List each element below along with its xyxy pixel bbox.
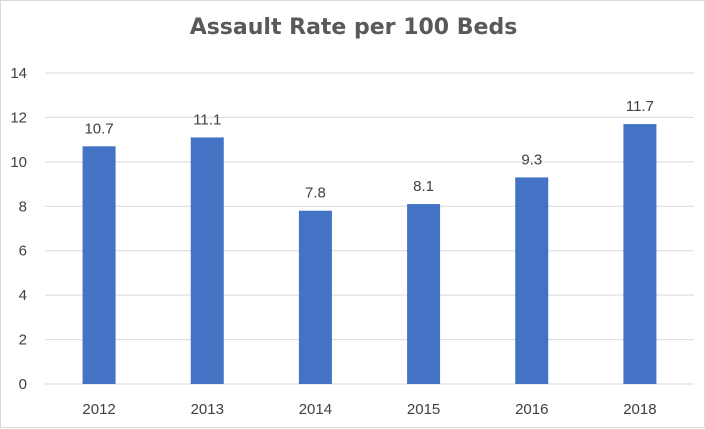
gridlines <box>45 72 694 385</box>
x-tick-label: 2018 <box>623 401 656 418</box>
y-axis-ticks: 0 2 4 6 8 10 12 14 <box>10 65 27 393</box>
data-label: 8.1 <box>413 178 434 195</box>
y-tick-label: 12 <box>10 109 27 126</box>
bar <box>82 146 116 384</box>
chart-title: Assault Rate per 100 Beds <box>189 15 518 40</box>
data-label: 9.3 <box>521 151 542 168</box>
y-tick-label: 14 <box>10 65 27 82</box>
bar <box>623 124 657 384</box>
bar <box>407 204 441 384</box>
y-tick-label: 10 <box>10 154 27 171</box>
bar <box>190 137 224 384</box>
x-axis-ticks: 2012 2013 2014 2015 2016 2018 <box>82 401 656 418</box>
bars <box>82 124 657 384</box>
x-tick-label: 2012 <box>82 401 115 418</box>
x-tick-label: 2014 <box>299 401 332 418</box>
y-tick-label: 2 <box>19 332 27 349</box>
x-tick-label: 2016 <box>515 401 548 418</box>
data-label: 10.7 <box>84 120 113 137</box>
x-tick-label: 2015 <box>407 401 440 418</box>
y-tick-label: 0 <box>19 376 27 393</box>
data-label: 11.7 <box>626 98 654 115</box>
y-tick-label: 8 <box>19 198 27 215</box>
data-label: 11.1 <box>193 111 221 128</box>
y-tick-label: 6 <box>19 243 27 260</box>
data-labels: 10.7 11.1 7.8 8.1 9.3 11.7 <box>84 98 653 202</box>
y-tick-label: 4 <box>19 287 27 304</box>
bar <box>515 177 549 384</box>
data-label: 7.8 <box>305 185 326 202</box>
bar <box>298 210 332 384</box>
x-tick-label: 2013 <box>191 401 224 418</box>
